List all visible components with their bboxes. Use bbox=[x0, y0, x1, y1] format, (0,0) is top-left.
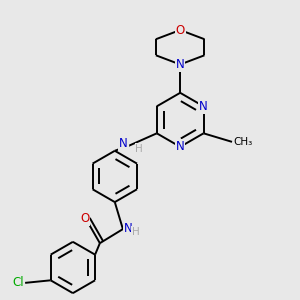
Text: O: O bbox=[80, 212, 89, 225]
Text: N: N bbox=[176, 58, 184, 71]
Text: N: N bbox=[124, 222, 133, 235]
Text: O: O bbox=[176, 23, 185, 37]
Text: H: H bbox=[135, 144, 143, 154]
Text: N: N bbox=[176, 140, 184, 153]
Text: Cl: Cl bbox=[12, 276, 23, 290]
Text: N: N bbox=[119, 137, 128, 150]
Text: H: H bbox=[132, 226, 140, 237]
Text: CH₃: CH₃ bbox=[234, 137, 253, 147]
Text: N: N bbox=[199, 100, 208, 113]
